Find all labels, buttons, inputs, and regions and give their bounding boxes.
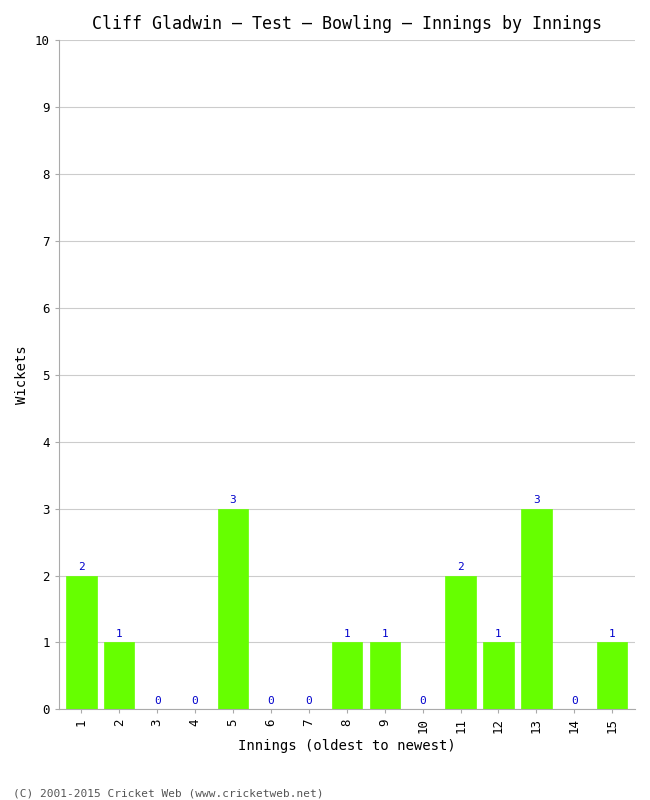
Bar <box>484 642 514 710</box>
Text: 1: 1 <box>609 629 616 639</box>
Bar <box>332 642 362 710</box>
Text: 2: 2 <box>78 562 84 572</box>
Text: 1: 1 <box>343 629 350 639</box>
Text: 0: 0 <box>154 696 161 706</box>
Text: 1: 1 <box>116 629 123 639</box>
Text: 0: 0 <box>571 696 578 706</box>
Text: 0: 0 <box>419 696 426 706</box>
Text: (C) 2001-2015 Cricket Web (www.cricketweb.net): (C) 2001-2015 Cricket Web (www.cricketwe… <box>13 788 324 798</box>
Text: 0: 0 <box>268 696 274 706</box>
Text: 3: 3 <box>533 495 540 506</box>
Bar <box>66 575 96 710</box>
Text: 1: 1 <box>495 629 502 639</box>
Text: 1: 1 <box>382 629 388 639</box>
Title: Cliff Gladwin – Test – Bowling – Innings by Innings: Cliff Gladwin – Test – Bowling – Innings… <box>92 15 602 33</box>
Text: 2: 2 <box>457 562 464 572</box>
Text: 0: 0 <box>306 696 312 706</box>
X-axis label: Innings (oldest to newest): Innings (oldest to newest) <box>238 739 456 753</box>
Bar <box>370 642 400 710</box>
Bar <box>218 509 248 710</box>
Bar <box>445 575 476 710</box>
Text: 0: 0 <box>192 696 198 706</box>
Text: 3: 3 <box>229 495 237 506</box>
Y-axis label: Wickets: Wickets <box>15 346 29 404</box>
Bar <box>597 642 627 710</box>
Bar <box>521 509 552 710</box>
Bar <box>104 642 135 710</box>
